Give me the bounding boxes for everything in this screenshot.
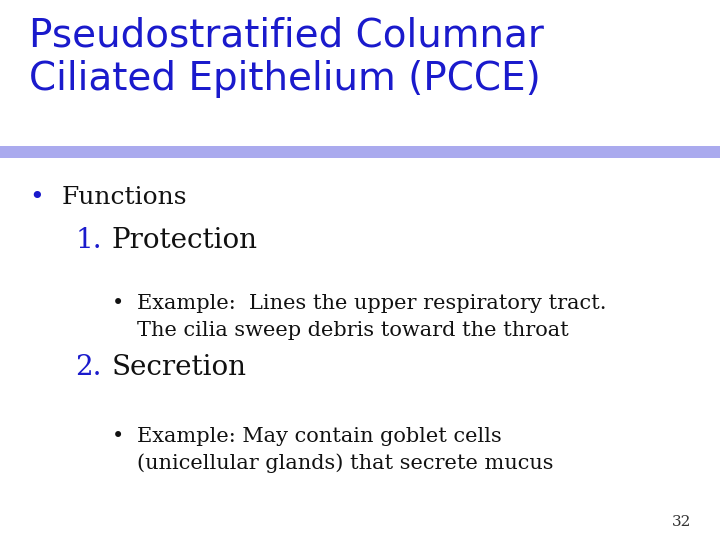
Text: •: •: [29, 185, 43, 209]
Text: Protection: Protection: [112, 227, 258, 254]
Text: •: •: [112, 294, 124, 313]
Text: •: •: [112, 427, 124, 446]
Bar: [0, 146, 720, 158]
Text: 2.: 2.: [76, 354, 102, 381]
Text: 1.: 1.: [76, 227, 102, 254]
Text: Example: May contain goblet cells
(unicellular glands) that secrete mucus: Example: May contain goblet cells (unice…: [137, 427, 553, 473]
Text: 32: 32: [672, 515, 691, 529]
Text: Functions: Functions: [61, 186, 186, 208]
Text: Pseudostratified Columnar
Ciliated Epithelium (PCCE): Pseudostratified Columnar Ciliated Epith…: [29, 16, 544, 98]
Text: Example:  Lines the upper respiratory tract.
The cilia sweep debris toward the t: Example: Lines the upper respiratory tra…: [137, 294, 606, 340]
Text: Secretion: Secretion: [112, 354, 246, 381]
